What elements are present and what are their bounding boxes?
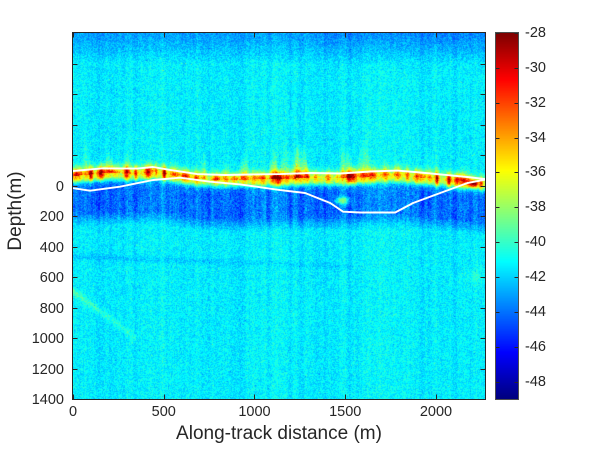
colorbar-gradient: [496, 33, 518, 399]
colorbar-tick-label: -42: [525, 269, 546, 285]
y-axis-label: Depth(m): [5, 171, 26, 251]
y-tick-label: 1400: [31, 392, 64, 408]
y-tick-label: 600: [39, 270, 64, 286]
colorbar-tick-label: -30: [525, 59, 546, 76]
colorbar-tick-label: -48: [525, 373, 546, 390]
colorbar-tick-label: -36: [525, 164, 546, 181]
colorbar-tick-label: -28: [525, 25, 546, 41]
colorbar-tick-label: -34: [525, 129, 546, 146]
x-tick-label: 500: [151, 404, 176, 420]
colorbar-tick-label: -40: [525, 234, 546, 251]
x-axis-label: Along-track distance (m): [176, 423, 382, 444]
y-tick-label: 0: [55, 178, 64, 195]
y-tick-label: 1000: [31, 331, 64, 347]
x-tick-label: 2000: [419, 404, 453, 420]
y-tick-label: 400: [39, 239, 64, 256]
x-tick-label: 0: [68, 404, 78, 420]
echogram-heatmap: [73, 33, 485, 399]
colorbar-tick-label: -46: [525, 338, 546, 355]
y-tick-label: 1200: [31, 361, 64, 378]
y-tick-label: 200: [39, 209, 64, 225]
colorbar-tick-label: -32: [525, 94, 546, 111]
x-tick-label: 1500: [329, 404, 362, 420]
colorbar-tick-label: -38: [525, 199, 546, 216]
y-tick-label: 800: [39, 300, 64, 317]
x-tick-label: 1000: [238, 404, 271, 420]
colorbar-tick-label: -44: [525, 303, 546, 320]
